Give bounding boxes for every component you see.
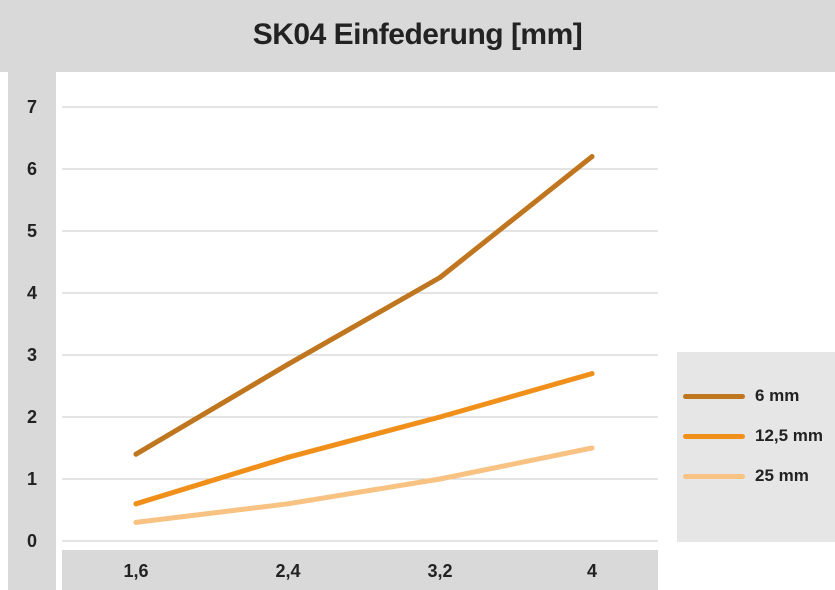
data-point (589, 371, 595, 377)
legend-label-6mm: 6 mm (755, 386, 800, 405)
y-tick-label: 2 (27, 407, 37, 427)
data-point (133, 519, 139, 525)
x-tick-label: 2,4 (275, 561, 300, 581)
y-axis-band (8, 72, 56, 590)
y-tick-label: 4 (27, 283, 37, 303)
series-line-0 (133, 154, 595, 457)
legend-item-25mm: 25 mm (683, 464, 809, 488)
y-tick-label: 1 (27, 469, 37, 489)
series-lines (133, 154, 595, 525)
data-point (285, 361, 291, 367)
y-tick-label: 7 (27, 97, 37, 117)
data-point (285, 501, 291, 507)
x-axis-ticks: 1,6 2,4 3,2 4 (123, 561, 597, 581)
data-point (437, 476, 443, 482)
x-tick-label: 3,2 (427, 561, 452, 581)
data-point (285, 454, 291, 460)
title-bar (0, 0, 835, 72)
legend: 6 mm 12,5 mm 25 mm (677, 352, 835, 542)
y-tick-label: 6 (27, 159, 37, 179)
legend-item-6mm: 6 mm (683, 384, 799, 408)
x-axis-band (62, 550, 658, 590)
x-tick-label: 4 (587, 561, 597, 581)
legend-swatch-12-5mm (683, 433, 745, 439)
legend-swatch-25mm (683, 473, 745, 479)
data-point (437, 275, 443, 280)
data-point (133, 501, 139, 507)
legend-item-12-5mm: 12,5 mm (683, 424, 823, 448)
series-line-1 (133, 371, 595, 507)
y-axis-ticks: 0 1 2 3 4 5 6 7 (27, 97, 37, 551)
legend-label-25mm: 25 mm (755, 466, 809, 485)
legend-swatch-6mm (683, 393, 745, 399)
chart-title: SK04 Einfederung [mm] (252, 18, 583, 51)
data-point (589, 154, 595, 160)
data-point (437, 414, 443, 420)
data-point (133, 451, 139, 457)
series-line-2 (133, 445, 595, 525)
y-tick-label: 0 (27, 531, 37, 551)
data-point (589, 445, 595, 451)
gridlines (62, 106, 658, 542)
legend-label-12-5mm: 12,5 mm (755, 426, 824, 445)
x-tick-label: 1,6 (123, 561, 148, 581)
y-tick-label: 5 (27, 221, 37, 241)
y-tick-label: 3 (27, 345, 37, 365)
